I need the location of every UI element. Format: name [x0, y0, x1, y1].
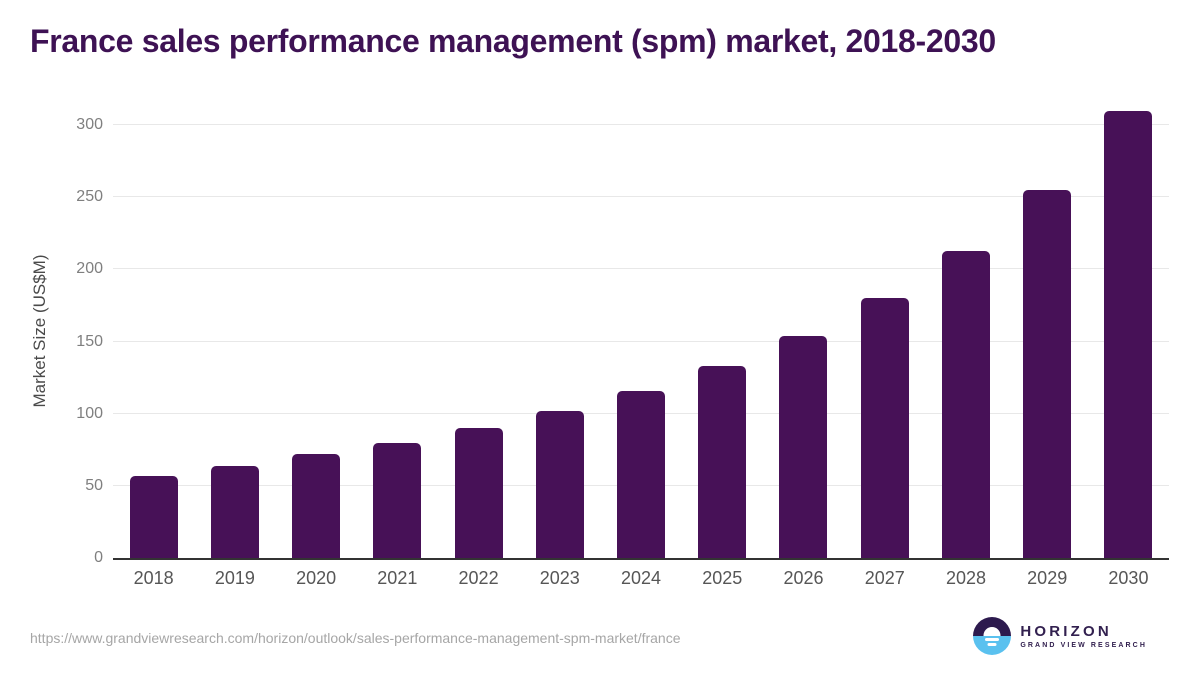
bar-2028 — [941, 250, 990, 558]
bar-column-2028 — [925, 105, 1006, 558]
bar-column-2019 — [194, 105, 275, 558]
bar-column-2022 — [438, 105, 519, 558]
bar-2021 — [373, 442, 422, 558]
x-tick-label-2020: 2020 — [296, 568, 337, 588]
bar-column-2029 — [1007, 105, 1088, 558]
sun-icon — [983, 627, 1001, 636]
bars-group — [113, 105, 1169, 558]
horizon-logo: HORIZON GRAND VIEW RESEARCH — [973, 617, 1147, 655]
x-axis-tick-labels: 2018 2019 2020 2021 2022 2023 2024 2025 2026 2027… — [113, 568, 1169, 589]
bar-2030 — [1104, 110, 1153, 558]
x-tick-label-2027: 2027 — [864, 568, 905, 588]
bar-2025 — [698, 366, 747, 558]
horizon-line-icon — [987, 643, 997, 646]
bar-2024 — [617, 390, 666, 558]
y-tick-label-50: 50 — [85, 476, 103, 494]
x-tick-label-2028: 2028 — [945, 568, 986, 588]
bar-column-2018 — [113, 105, 194, 558]
bar-2023 — [535, 410, 584, 558]
bar-column-2026 — [763, 105, 844, 558]
bar-column-2030 — [1088, 105, 1169, 558]
x-tick-label-2023: 2023 — [539, 568, 580, 588]
gridline-150 — [113, 340, 1169, 342]
horizon-sunset-icon — [973, 617, 1012, 655]
chart-title: France sales performance management (spm… — [30, 23, 996, 59]
gridline-250 — [113, 196, 1169, 198]
bar-column-2020 — [275, 105, 356, 558]
bar-2019 — [210, 465, 259, 558]
bar-column-2025 — [682, 105, 763, 558]
x-tick-label-2029: 2029 — [1027, 568, 1068, 588]
x-tick-label-2026: 2026 — [783, 568, 824, 588]
y-tick-label-100: 100 — [76, 404, 103, 422]
y-tick-label-150: 150 — [76, 332, 103, 350]
x-tick-label-2025: 2025 — [702, 568, 743, 588]
bar-2022 — [454, 428, 503, 558]
plot-area — [113, 105, 1169, 560]
bar-2027 — [860, 298, 909, 558]
bar-column-2024 — [600, 105, 681, 558]
bar-2020 — [292, 454, 341, 558]
bar-2018 — [129, 475, 178, 558]
x-tick-label-2018: 2018 — [133, 568, 174, 588]
x-tick-label-2019: 2019 — [214, 568, 255, 588]
y-tick-label-0: 0 — [94, 549, 103, 566]
bar-2026 — [779, 335, 828, 558]
x-tick-label-2030: 2030 — [1108, 568, 1149, 588]
y-axis-tick-labels: 0 50 100 150 200 250 300 — [0, 105, 103, 566]
gridline-300 — [113, 124, 1169, 126]
logo-subtitle: GRAND VIEW RESEARCH — [1020, 641, 1147, 649]
x-tick-label-2024: 2024 — [621, 568, 662, 588]
x-tick-label-2022: 2022 — [458, 568, 499, 588]
source-url: https://www.grandviewresearch.com/horizo… — [30, 630, 681, 646]
y-tick-label-300: 300 — [76, 116, 103, 134]
y-tick-label-200: 200 — [76, 260, 103, 278]
bar-2029 — [1023, 190, 1072, 558]
logo-title: HORIZON — [1020, 622, 1112, 640]
y-tick-label-250: 250 — [76, 188, 103, 206]
bar-column-2021 — [357, 105, 438, 558]
logo-text: HORIZON GRAND VIEW RESEARCH — [1020, 624, 1147, 649]
horizon-line-icon — [985, 638, 1000, 641]
bar-column-2023 — [519, 105, 600, 558]
bar-column-2027 — [844, 105, 925, 558]
x-tick-label-2021: 2021 — [377, 568, 418, 588]
gridline-200 — [113, 268, 1169, 270]
